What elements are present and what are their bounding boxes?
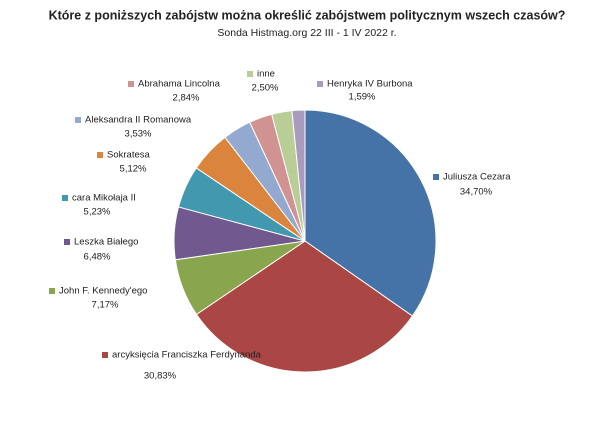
slice-label: inne (257, 69, 275, 80)
value-label: 2,50% (252, 83, 279, 94)
pie-slice (291, 109, 306, 242)
pie-slice (195, 240, 414, 373)
value-label: 3,53% (125, 129, 152, 140)
legend-marker (317, 81, 323, 87)
legend-marker (247, 71, 253, 77)
slice-label: Sokratesa (107, 150, 150, 161)
slice-label: Henryka IV Burbona (327, 79, 413, 90)
value-label: 30,83% (144, 371, 177, 382)
legend-marker (97, 152, 103, 158)
chart-subtitle: Sonda Histmag.org 22 III - 1 IV 2022 r. (217, 27, 396, 39)
slice-label: arcyksięcia Franciszka Ferdynanda (112, 350, 262, 361)
value-label: 2,84% (173, 93, 200, 104)
value-label: 34,70% (460, 187, 493, 198)
legend-marker (433, 174, 439, 180)
legend-marker (128, 81, 134, 87)
slice-label: Aleksandra II Romanowa (85, 115, 192, 126)
value-label: 5,23% (84, 207, 111, 218)
legend-marker (49, 288, 55, 294)
value-label: 6,48% (84, 252, 111, 263)
pie-slice (304, 109, 437, 317)
legend-marker (64, 239, 70, 245)
value-label: 1,59% (349, 92, 376, 103)
value-label: 7,17% (92, 300, 119, 311)
chart-title: Które z poniższych zabójstw można określ… (49, 8, 566, 22)
legend-marker (75, 117, 81, 123)
slice-label: Leszka Białego (74, 237, 138, 248)
slice-label: Abrahama Lincolna (138, 79, 221, 90)
legend-marker (62, 195, 68, 201)
slice-label: cara Mikołaja II (72, 193, 136, 204)
legend-marker (102, 352, 108, 358)
value-label: 5,12% (120, 164, 147, 175)
slice-label: Juliusza Cezara (443, 172, 511, 183)
slice-label: John F. Kennedy'ego (59, 286, 147, 297)
